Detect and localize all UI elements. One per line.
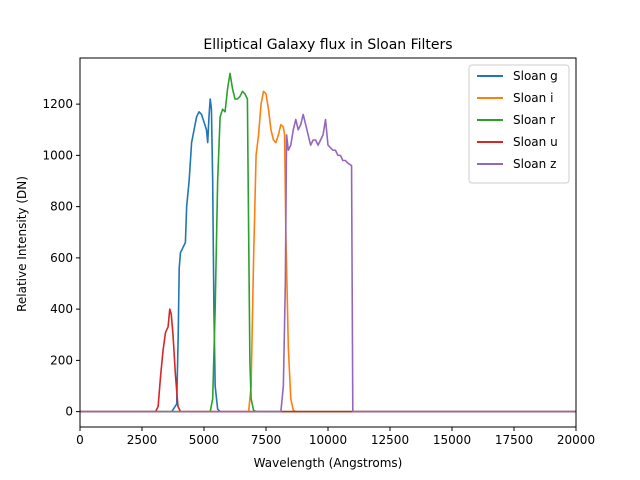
legend-label-sloan-z: Sloan z — [513, 157, 556, 171]
legend-box — [468, 64, 570, 184]
legend: Sloan g Sloan i Sloan r Sloan u Sloan z — [468, 64, 570, 184]
x-tick-label: 20000 — [557, 433, 595, 447]
x-tick-label: 10000 — [309, 433, 347, 447]
legend-label-sloan-r: Sloan r — [513, 113, 555, 127]
x-tick-label: 0 — [76, 433, 84, 447]
y-tick-label: 600 — [50, 251, 73, 265]
x-tick-label: 12500 — [371, 433, 409, 447]
x-tick-label: 17500 — [495, 433, 533, 447]
y-axis: 0 200 400 600 800 1000 1200 — [42, 97, 80, 419]
series-line-sloan-i — [80, 90, 576, 413]
x-tick-label: 2500 — [127, 433, 158, 447]
series-line-sloan-g — [80, 98, 576, 413]
legend-label-sloan-g: Sloan g — [513, 69, 558, 83]
y-tick-label: 0 — [65, 405, 73, 419]
y-tick-label: 1000 — [42, 148, 73, 162]
y-tick-label: 400 — [50, 302, 73, 316]
x-tick-label: 15000 — [433, 433, 471, 447]
legend-label-sloan-i: Sloan i — [513, 91, 553, 105]
series-line-sloan-z — [80, 113, 576, 413]
x-tick-label: 7500 — [251, 433, 282, 447]
x-tick-label: 5000 — [189, 433, 220, 447]
y-tick-label: 200 — [50, 353, 73, 367]
y-tick-label: 1200 — [42, 97, 73, 111]
series-line-sloan-u — [80, 308, 576, 413]
x-axis-label: Wavelength (Angstroms) — [254, 456, 403, 470]
chart-title: Elliptical Galaxy flux in Sloan Filters — [203, 37, 452, 53]
series-line-sloan-r — [80, 72, 576, 413]
legend-label-sloan-u: Sloan u — [513, 135, 558, 149]
y-axis-label: Relative Intensity (DN) — [15, 176, 29, 312]
plot-lines — [80, 72, 576, 413]
y-tick-label: 800 — [50, 200, 73, 214]
x-axis: 0 2500 5000 7500 10000 12500 15000 17500 20000 — [76, 427, 595, 447]
